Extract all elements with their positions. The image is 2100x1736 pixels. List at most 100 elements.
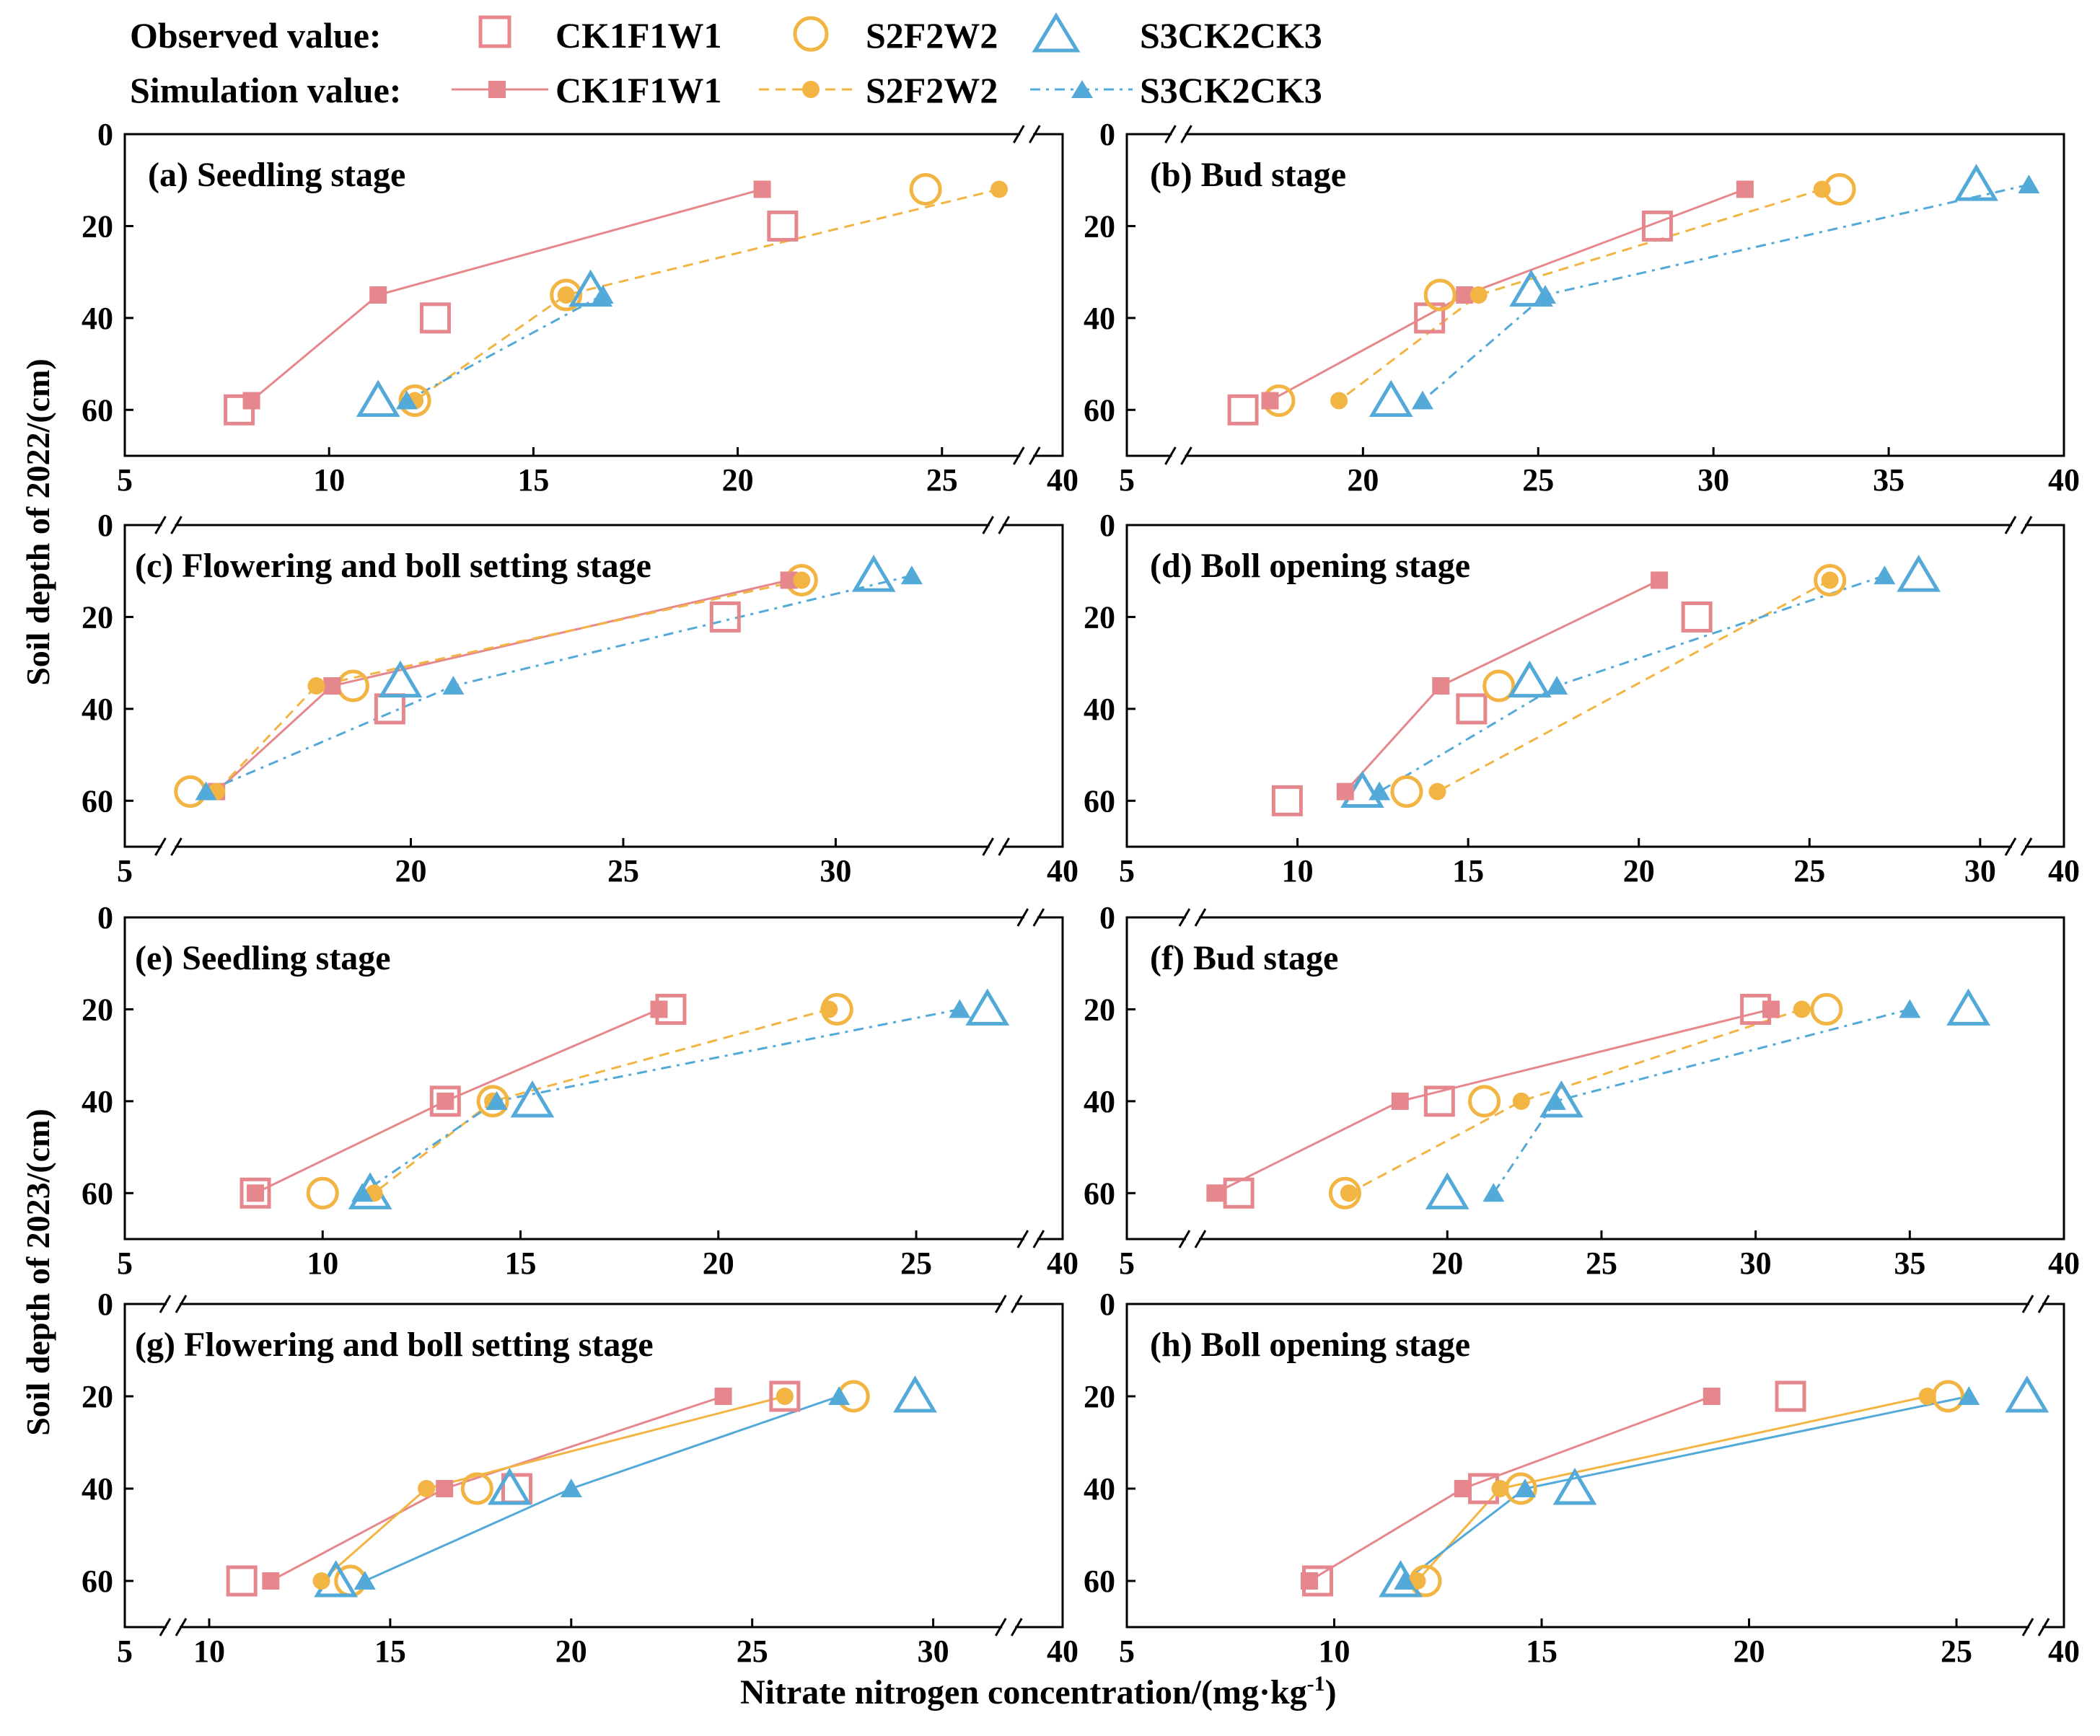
simulated-triangle-marker [2018, 175, 2040, 194]
x-tick-label: 10 [307, 1246, 338, 1281]
series-simulated-s2f2w2 [320, 1395, 786, 1582]
markers-simulated-ck1f1w1 [247, 1000, 668, 1202]
simulated-triangle-marker [351, 1183, 374, 1202]
simulated-square-marker [1336, 783, 1354, 801]
legend-observed-label: Observed value: [130, 15, 382, 56]
observed-triangle-marker [1507, 660, 1552, 698]
simulated-square-marker [1762, 1000, 1780, 1018]
series-simulated-s3ck2ck3 [1379, 574, 1885, 793]
simulated-circle-marker [1469, 286, 1488, 304]
series-line [216, 578, 789, 793]
observed-circle-marker [306, 1176, 339, 1210]
x-tick-label: 40 [1047, 462, 1078, 498]
x-tick-label: 40 [2048, 853, 2080, 889]
simulated-square-marker [650, 1000, 668, 1018]
x-tick-label: 20 [1431, 1246, 1463, 1281]
series-line [1338, 188, 1823, 402]
legend-sim-ck-label: CK1F1W1 [555, 70, 722, 110]
observed-triangle-marker [378, 660, 423, 698]
axis-break-gap [989, 841, 1003, 852]
series-line [406, 294, 604, 402]
observed-square-marker [429, 1085, 461, 1117]
axis-break-mark [982, 837, 994, 856]
x-tick-label: 15 [1452, 853, 1484, 889]
y-tick-label: 20 [1084, 1379, 1115, 1414]
y-tick-label: 20 [1084, 992, 1115, 1027]
x-tick-label: 15 [374, 1634, 406, 1669]
legend-sim-s3-line [1030, 80, 1133, 98]
markers-simulated-s3ck2ck3 [195, 565, 923, 801]
legend: Observed value: Simulation value: CK1F1W… [130, 12, 1322, 110]
observed-triangle-marker [1368, 379, 1413, 418]
y-tick-label: 60 [1084, 783, 1115, 819]
y-tick-label: 40 [82, 301, 113, 336]
markers-simulated-s2f2w2 [312, 1388, 794, 1590]
simulated-square-marker [1432, 677, 1450, 695]
panel-title: (f) Bud stage [1150, 939, 1338, 977]
markers-observed-s3ck2ck3 [378, 555, 896, 698]
series-line [1348, 1008, 1803, 1194]
observed-triangle-marker [893, 1375, 937, 1413]
markers-simulated-ck1f1w1 [1301, 1388, 1721, 1590]
series-simulated-s2f2w2 [216, 578, 802, 793]
observed-triangle-marker [510, 1080, 555, 1118]
x-tick-label: 10 [1282, 853, 1314, 889]
legend-observed-s2-label: S2F2W2 [866, 15, 998, 56]
observed-triangle-marker [1946, 988, 1990, 1026]
markers-observed-s2f2w2 [1328, 992, 1843, 1210]
y-tick-label: 40 [82, 1084, 113, 1119]
markers-simulated-s3ck2ck3 [1482, 999, 1921, 1202]
observed-circle-marker [1810, 992, 1843, 1026]
simulated-square-marker [262, 1572, 280, 1590]
y-tick-label: 0 [97, 1287, 113, 1322]
axis-break-mark [2037, 1618, 2050, 1636]
observed-triangle-marker [851, 555, 896, 592]
simulated-square-marker [1651, 571, 1669, 589]
series-simulated-ck1f1w1 [1344, 579, 1660, 793]
markers-observed-ck1f1w1 [1227, 210, 1673, 426]
axis-break-gap [1185, 1233, 1199, 1245]
simulated-triangle-marker [1544, 1090, 1566, 1110]
markers-simulated-ck1f1w1 [208, 571, 798, 801]
observed-square-marker [240, 1177, 271, 1209]
markers-observed-s3ck2ck3 [1368, 164, 1998, 418]
markers-simulated-ck1f1w1 [262, 1388, 732, 1590]
x-tick-label: 20 [722, 462, 754, 498]
simulated-circle-marker [1793, 1000, 1811, 1018]
markers-simulated-s3ck2ck3 [351, 999, 971, 1202]
x-tick-label: 15 [1526, 1634, 1558, 1669]
simulated-triangle-marker [195, 781, 217, 801]
series-line [1269, 188, 1746, 402]
x-tick-label: 30 [1740, 1246, 1772, 1281]
x-tick-label: 40 [1047, 853, 1078, 889]
observed-square-marker [374, 693, 405, 725]
observed-circle-marker [476, 1085, 509, 1118]
axis-break-mark [154, 837, 167, 856]
x-tick-label: 25 [1941, 1634, 1972, 1669]
panel-e: 0 20 40 605 10 15 20 25 40 (e) Seedling stage [82, 900, 1078, 1281]
observed-circle-marker [1468, 1085, 1501, 1118]
simulated-triangle-marker [1899, 999, 1921, 1018]
axis-break-mark [154, 516, 167, 534]
y-tick-label: 0 [1099, 508, 1115, 543]
x-tick-label: 25 [607, 853, 639, 889]
y-tick-label: 60 [82, 392, 113, 428]
simulated-circle-marker [1813, 180, 1831, 198]
markers-observed-s3ck2ck3 [356, 269, 613, 418]
legend-observed-s3-marker [1032, 12, 1081, 53]
axis-break-mark [170, 837, 183, 856]
simulated-circle-marker [1428, 783, 1446, 801]
simulated-triangle-marker [1482, 1183, 1505, 1202]
axis-break-mark [1164, 446, 1177, 465]
x-tick-label: 5 [1119, 1634, 1135, 1669]
simulated-circle-marker [312, 1572, 330, 1590]
observed-square-marker [419, 302, 451, 334]
y-tick-label: 0 [97, 508, 113, 543]
markers-observed-ck1f1w1 [1302, 1380, 1806, 1597]
series-simulated-s2f2w2 [1436, 579, 1831, 793]
simulated-triangle-marker [949, 999, 971, 1018]
simulated-square-marker [1301, 1572, 1319, 1590]
simulated-triangle-marker [1394, 1571, 1416, 1590]
observed-square-marker [769, 1380, 801, 1412]
